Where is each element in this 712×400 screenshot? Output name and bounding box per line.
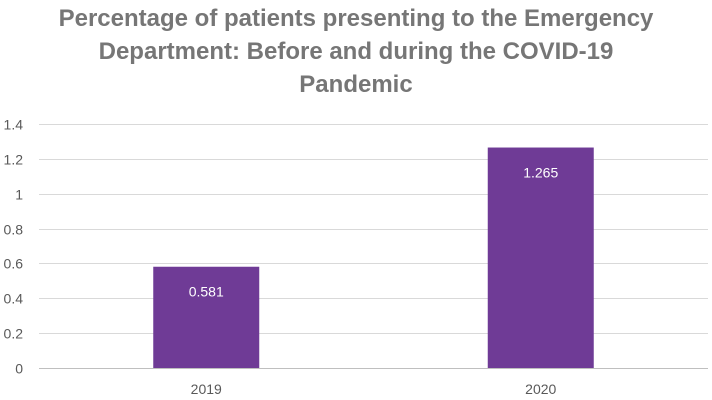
y-tick-label: 0.8 xyxy=(4,222,24,238)
chart-title-line-1: Percentage of patients presenting to the… xyxy=(58,5,654,32)
chart-title: Percentage of patients presenting to the… xyxy=(0,2,712,101)
bar xyxy=(153,266,260,368)
y-tick-label: 0.6 xyxy=(4,256,24,272)
chart-title-line-2: Department: Before and during the COVID-… xyxy=(98,38,614,65)
x-tick-label: 2020 xyxy=(525,381,556,397)
y-tick-label: 0.4 xyxy=(4,291,24,307)
y-tick-label: 1.2 xyxy=(4,152,24,168)
y-tick-label: 0.2 xyxy=(4,326,24,342)
y-tick-label: 0 xyxy=(15,361,23,377)
bar-data-label: 1.265 xyxy=(523,165,558,181)
x-tick-label: 2019 xyxy=(191,381,222,397)
chart-title-line-3: Pandemic xyxy=(299,71,413,98)
y-tick-label: 1.4 xyxy=(4,117,24,133)
bar-data-label: 0.581 xyxy=(189,284,224,300)
y-tick-label: 1 xyxy=(15,187,23,203)
bar xyxy=(487,147,594,368)
